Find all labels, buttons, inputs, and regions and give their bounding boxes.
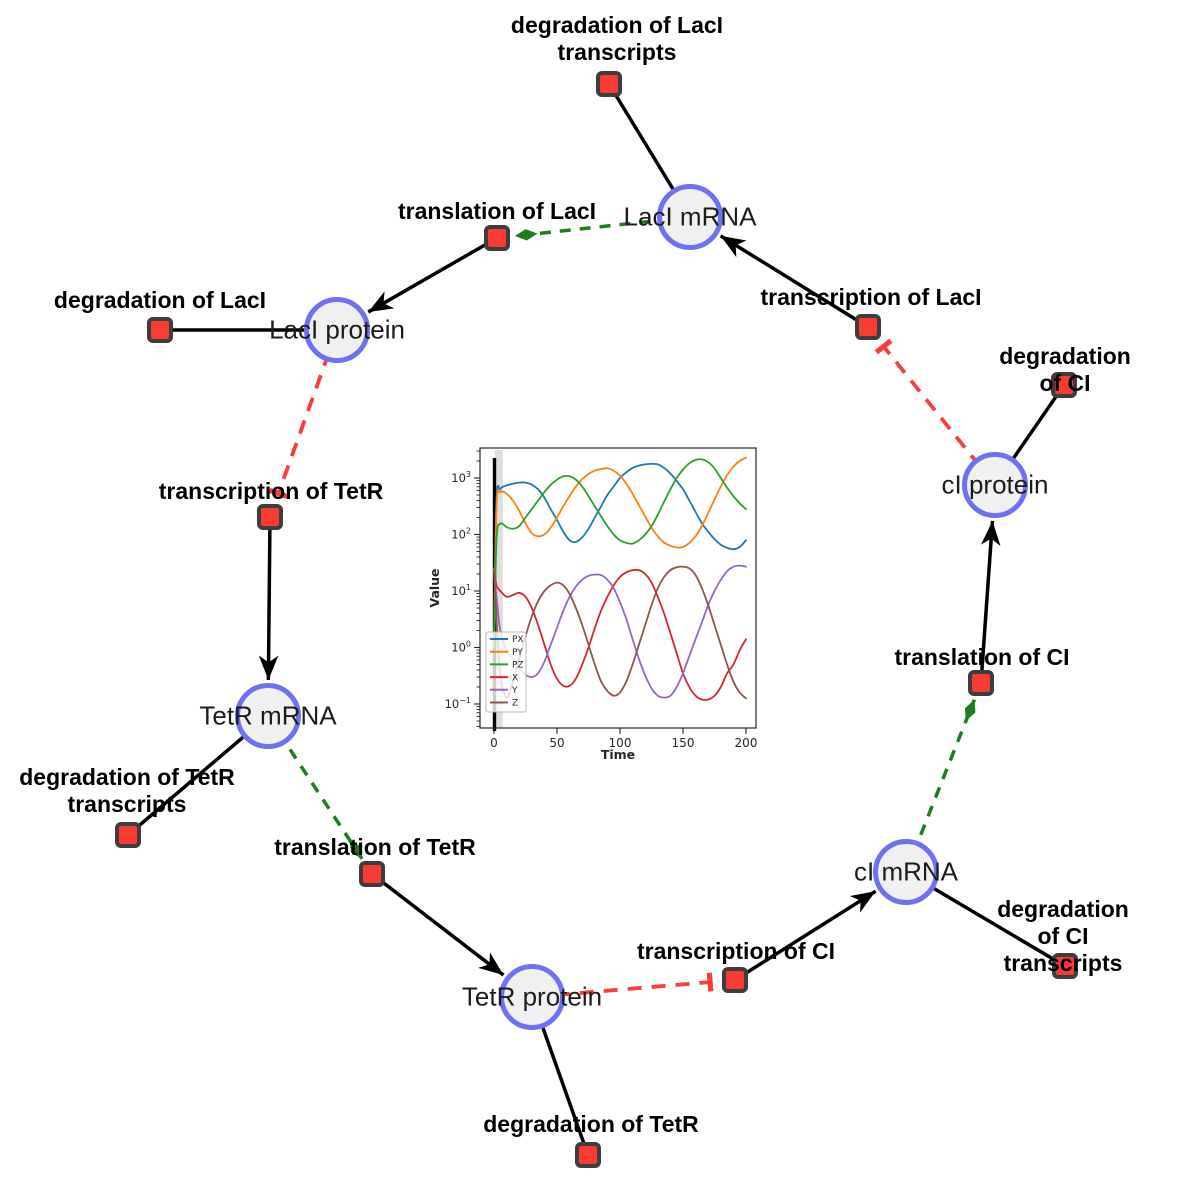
reaction-node-degradation_laci[interactable] [147,317,173,343]
y-tick-label: 102 [451,527,471,542]
series-line-PY [493,456,747,649]
legend-entry-X: X [512,673,518,683]
legend: PX PY PZ XYZ [485,631,527,713]
x-tick-label: 150 [672,736,695,750]
species-node-laci_protein[interactable] [304,297,370,363]
reaction-node-translation_tetr[interactable] [359,861,385,887]
axes-ticks: 103 102 101 100 10−1 0 50 100 150 200 [445,450,758,750]
x-tick-label: 200 [735,736,758,750]
legend-entry-PZ: PZ [512,661,524,671]
species-node-laci_mrna[interactable] [657,184,723,250]
edge-production-transcription_tetr-tetr_mrna [258,516,279,681]
legend-entry-Z: Z [512,699,518,709]
edge-production-transcription_ci-ci_mrna [734,889,877,982]
species-node-tetr_mrna[interactable] [235,683,301,749]
reaction-node-translation_laci[interactable] [484,225,510,251]
reaction-node-transcription_ci[interactable] [722,967,748,993]
species-node-ci_protein[interactable] [962,452,1028,518]
plot-spines [479,447,757,729]
inset-chart: 103 102 101 100 10−1 0 50 100 150 200 Time Value PX P… [425,438,770,762]
legend-entry-Y: Y [511,686,518,696]
series-line-PZ [493,458,747,649]
series-line-Y [493,564,747,699]
species-node-tetr_protein[interactable] [499,964,565,1030]
edge-production-translation_ci-ci_protein [979,520,1001,684]
edge-production-transcription_laci-laci_mrna [719,234,869,329]
series-line-PX [493,462,747,649]
reaction-node-deg_tetr_transcripts[interactable] [115,822,141,848]
series-line-X [493,567,747,701]
reaction-node-deg_ci_transcripts[interactable] [1052,953,1078,979]
y-tick-label: 10−1 [445,696,471,711]
reaction-node-transcription_tetr[interactable] [257,504,283,530]
series-line-Z [493,565,747,700]
edge-production-translation_tetr-tetr_protein [370,872,505,977]
edge-production-translation_laci-laci_protein [367,236,498,314]
reaction-node-degradation_tetr[interactable] [575,1142,601,1168]
y-tick-label: 103 [451,470,471,485]
x-axis-label: Time [601,747,635,762]
reaction-node-translation_ci[interactable] [968,670,994,696]
y-tick-label: 100 [451,640,471,655]
reaction-node-degradation_ci[interactable] [1051,372,1077,398]
species-node-ci_mrna[interactable] [873,839,939,905]
reaction-node-deg_laci_transcripts[interactable] [596,71,622,97]
x-tick-label: 0 [490,736,498,750]
y-tick-label: 101 [451,583,471,598]
legend-entry-PY: PY [512,648,523,658]
reaction-node-transcription_laci[interactable] [855,314,881,340]
x-tick-label: 50 [549,736,564,750]
y-axis-label: Value [427,568,442,607]
x-tick-label: 100 [609,736,632,750]
legend-entry-PX: PX [512,635,524,645]
